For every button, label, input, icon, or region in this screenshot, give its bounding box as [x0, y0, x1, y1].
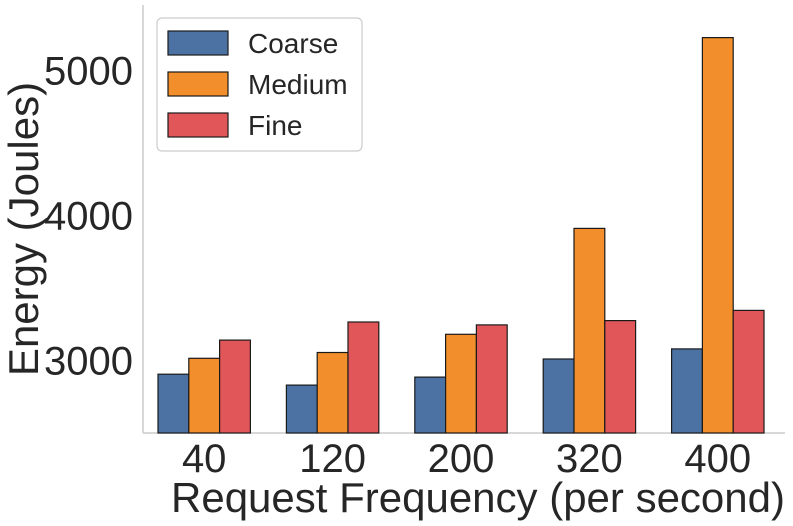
bars-group	[157, 36, 765, 434]
x-tick-label: 40	[182, 437, 227, 481]
plot-area: 3000 4000 5000 40 120 200 320 400	[44, 5, 785, 481]
legend-swatch-coarse	[167, 30, 229, 56]
legend-label-coarse: Coarse	[248, 28, 338, 59]
y-tick-label: 5000	[44, 49, 133, 93]
bar-fine-320	[604, 320, 637, 434]
bar-medium-120	[316, 351, 349, 434]
bar-fine-200	[475, 324, 508, 434]
legend: Coarse Medium Fine	[156, 17, 363, 152]
bar-fine-120	[347, 321, 380, 434]
x-tick-label: 400	[684, 437, 751, 481]
legend-swatch-fine	[167, 112, 229, 138]
bar-coarse-40	[157, 373, 190, 434]
x-ticks: 40 120 200 320 400	[182, 437, 751, 481]
legend-label-medium: Medium	[248, 69, 348, 100]
bar-coarse-320	[542, 358, 575, 434]
y-tick-label: 3000	[44, 340, 133, 384]
x-tick-label: 120	[299, 437, 366, 481]
y-tick-label: 4000	[44, 194, 133, 238]
bar-medium-320	[573, 227, 606, 434]
bar-medium-40	[188, 357, 221, 434]
y-axis-label: Energy (Joules)	[0, 82, 47, 376]
bar-medium-200	[445, 333, 478, 434]
bar-medium-400	[701, 36, 734, 434]
legend-swatch-medium	[167, 71, 229, 97]
bar-fine-40	[219, 339, 252, 434]
legend-label-fine: Fine	[248, 110, 302, 141]
y-ticks: 3000 4000 5000	[44, 49, 133, 383]
bar-coarse-120	[285, 384, 318, 434]
bar-fine-400	[732, 309, 765, 434]
bar-coarse-200	[414, 376, 447, 434]
bar-coarse-400	[670, 348, 703, 434]
x-tick-label: 200	[428, 437, 495, 481]
x-axis-label: Request Frequency (per second)	[171, 474, 785, 521]
x-tick-label: 320	[556, 437, 623, 481]
